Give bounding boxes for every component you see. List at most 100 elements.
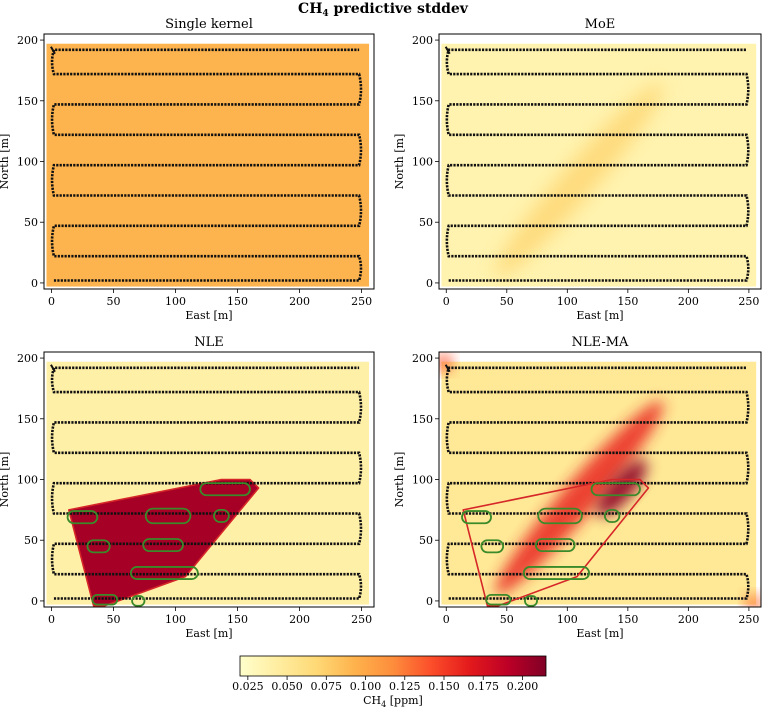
flight-track: [445, 48, 750, 282]
x-tick-label: 250: [351, 295, 372, 308]
x-tick-label: 200: [289, 613, 310, 626]
x-tick-label: 100: [165, 295, 186, 308]
candidate-source: [131, 595, 146, 607]
y-tick-label: 100: [17, 156, 38, 169]
uncertainty-plume: [495, 400, 664, 595]
uncertainty-hotspot: [596, 459, 648, 517]
candidate-source: [590, 482, 641, 497]
flight-start-marker: [50, 46, 56, 55]
candidate-source: [129, 566, 199, 580]
flight-start-marker: [444, 46, 451, 55]
x-tick-label: 100: [165, 613, 186, 626]
flight-path: [50, 46, 363, 282]
x-tick-label: 200: [678, 613, 699, 626]
x-tick-label: 150: [227, 295, 248, 308]
y-tick-label: 200: [17, 34, 38, 47]
y-axis-label: North [m]: [0, 452, 11, 508]
colorbar-tick-label: 0.150: [428, 680, 460, 693]
candidate-source: [66, 510, 99, 525]
x-tick-label: 50: [106, 613, 120, 626]
y-axis-label: North [m]: [0, 134, 11, 190]
colorbar-tick-label: 0.200: [507, 680, 539, 693]
y-tick-label: 150: [412, 95, 433, 108]
flight-start-marker: [444, 364, 451, 373]
y-tick-label: 50: [419, 534, 433, 547]
flight-path: [444, 46, 750, 282]
panel-title: NLE: [194, 335, 224, 350]
y-tick-label: 0: [31, 595, 38, 608]
chart-panel-1: 0 50 100 150 200 250 0 50 100 150 200 Single kernel…: [0, 17, 375, 322]
x-tick-label: 250: [351, 613, 372, 626]
panel-title: Single kernel: [165, 17, 253, 32]
x-axis-label: East [m]: [576, 309, 623, 322]
y-tick-label: 0: [31, 277, 38, 290]
y-axis-label: North [m]: [393, 452, 406, 508]
flight-start-marker: [50, 364, 56, 373]
y-tick-label: 100: [17, 474, 38, 487]
y-tick-label: 150: [17, 95, 38, 108]
candidate-source: [142, 538, 184, 553]
y-tick-label: 200: [412, 34, 433, 47]
candidate-source: [86, 539, 111, 554]
flight-track: [50, 48, 363, 282]
x-tick-label: 50: [106, 295, 120, 308]
candidate-source: [144, 507, 192, 525]
y-tick-label: 150: [17, 413, 38, 426]
candidate-source: [524, 595, 538, 607]
y-tick-label: 0: [426, 277, 433, 290]
candidate-source: [461, 510, 492, 525]
x-tick-label: 250: [738, 295, 759, 308]
chart-panel-2: 0 50 100 150 200 250 0 50 100 150 200 MoE East [m] No…: [393, 17, 762, 322]
y-tick-label: 0: [426, 595, 433, 608]
y-tick-label: 50: [24, 216, 38, 229]
x-tick-label: 0: [48, 295, 55, 308]
x-axis-label: East [m]: [185, 309, 232, 322]
x-tick-label: 100: [557, 295, 578, 308]
x-tick-label: 250: [738, 613, 759, 626]
y-tick-label: 50: [24, 534, 38, 547]
x-tick-label: 100: [557, 613, 578, 626]
uncertainty-plume: [495, 82, 664, 277]
candidate-source: [603, 508, 621, 523]
edge-uncertainty: [745, 595, 761, 607]
chart-panel-4: 0 50 100 150 200 250 0 50 100 150 200 NLE-MA East [m…: [393, 335, 762, 640]
y-axis-label: North [m]: [393, 134, 406, 190]
y-tick-label: 150: [412, 413, 433, 426]
colorbar-tick-label: 0.025: [232, 680, 264, 693]
colorbar-tick-label: 0.100: [350, 680, 382, 693]
colorbar-tick-label: 0.125: [389, 680, 421, 693]
candidate-source: [480, 539, 505, 554]
x-tick-label: 150: [617, 295, 638, 308]
x-tick-label: 200: [289, 295, 310, 308]
y-tick-label: 100: [412, 474, 433, 487]
x-tick-label: 0: [443, 613, 450, 626]
x-tick-label: 150: [617, 613, 638, 626]
panel-title: NLE-MA: [572, 335, 629, 350]
x-tick-label: 200: [678, 295, 699, 308]
x-tick-label: 50: [500, 295, 514, 308]
figure-title: CH4 predictive stddev: [298, 1, 469, 19]
chart-panel-3: 0 50 100 150 200 250 0 50 100 150 200 NLE East [m] No…: [0, 335, 375, 640]
x-axis-label: East [m]: [576, 627, 623, 640]
colorbar-label: CH4 [ppm]: [363, 694, 423, 708]
x-axis-label: East [m]: [185, 627, 232, 640]
colorbar-gradient: [239, 655, 547, 677]
candidate-source: [485, 593, 512, 606]
candidate-source: [537, 507, 583, 525]
candidate-source: [522, 566, 591, 580]
colorbar-tick-label: 0.050: [271, 680, 303, 693]
x-tick-label: 0: [443, 295, 450, 308]
x-tick-label: 0: [48, 613, 55, 626]
panel-title: MoE: [585, 17, 616, 32]
candidate-source: [213, 508, 230, 523]
x-tick-label: 50: [500, 613, 514, 626]
x-tick-label: 150: [227, 613, 248, 626]
colorbar-tick-label: 0.075: [311, 680, 343, 693]
colorbar-tick-label: 0.175: [467, 680, 499, 693]
candidate-source: [91, 593, 119, 606]
y-tick-label: 50: [419, 216, 433, 229]
colorbar: 0.025 0.050 0.075 0.100 0.125 0.150 0.175 0.200…: [232, 655, 547, 708]
source-region-outline: [462, 478, 650, 607]
y-tick-label: 100: [412, 156, 433, 169]
